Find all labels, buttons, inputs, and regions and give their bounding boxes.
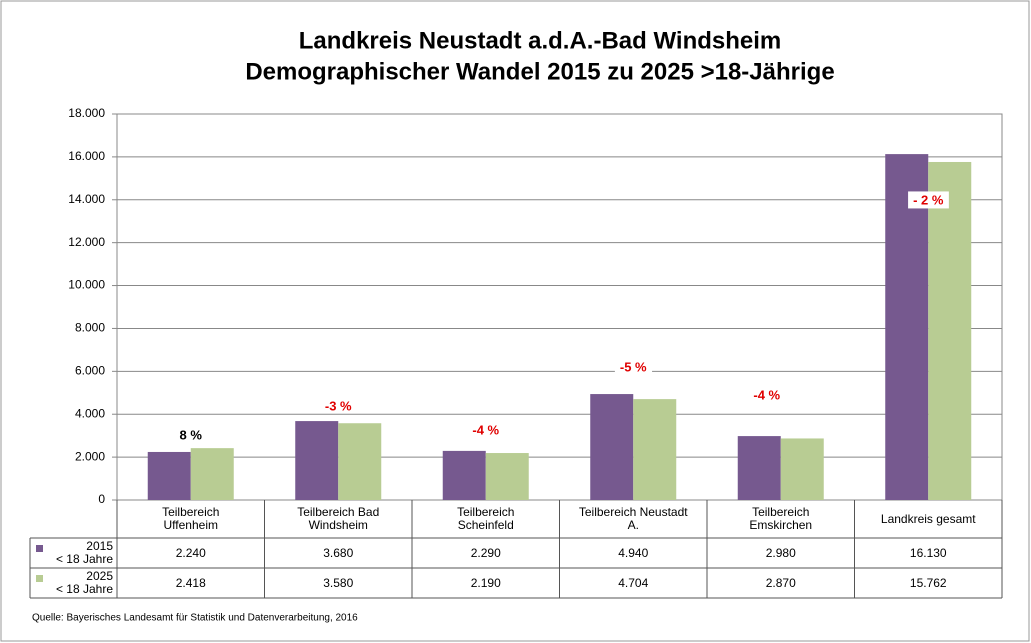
x-tick-label-box: Teilbereich Bad Windsheim — [297, 505, 380, 532]
annotation-bg — [908, 191, 949, 209]
table-value: 2.240 — [175, 545, 206, 560]
y-tick-label: 12.000 — [68, 235, 105, 249]
y-tick-label: 14.000 — [68, 192, 105, 206]
y-tick-label: 18.000 — [68, 106, 105, 120]
x-tick-label-box: Teilbereich Uffenheim — [162, 505, 220, 532]
annotation-bg — [614, 358, 653, 376]
bar — [885, 154, 929, 500]
table-value-box: 3.680 — [323, 545, 354, 560]
table-value: 4.940 — [618, 545, 649, 560]
table-value-box: 4.704 — [618, 575, 649, 590]
bar — [295, 421, 339, 500]
x-tick-label-box: Teilbereich Neustadt A. — [578, 505, 688, 532]
y-tick-label: 8.000 — [75, 321, 105, 335]
bar — [190, 448, 234, 500]
table-value-box: 2.980 — [765, 545, 796, 560]
y-tick-label: 0 — [98, 492, 105, 506]
y-tick-label: 2.000 — [75, 449, 105, 463]
table-value-box: 4.940 — [618, 545, 649, 560]
table-value: 4.704 — [618, 575, 649, 590]
annotation: -5 % — [620, 359, 647, 374]
table-value: 16.130 — [909, 545, 947, 560]
annotation: - 2 % — [913, 192, 944, 207]
table-value: 2.418 — [175, 575, 206, 590]
x-tick-label: Teilbereich Bad Windsheim — [297, 505, 380, 532]
x-tick-label: Teilbereich Uffenheim — [162, 505, 220, 532]
annotation: -4 % — [753, 387, 780, 402]
x-tick-label-box: Teilbereich Emskirchen — [749, 505, 813, 532]
table-value: 2.980 — [765, 545, 796, 560]
table-value: 2.190 — [470, 575, 501, 590]
table-value: 2.870 — [765, 575, 796, 590]
bar — [485, 453, 529, 500]
bar — [590, 394, 634, 500]
y-tick-label: 10.000 — [68, 278, 105, 292]
bar — [737, 436, 781, 500]
bar — [147, 451, 191, 500]
table-value-box: 2.190 — [470, 575, 501, 590]
legend-label: 2015 < 18 Jahre — [55, 539, 113, 566]
legend-label-box: 2025 < 18 Jahre — [55, 569, 113, 596]
x-tick-label: Teilbereich Scheinfeld — [457, 505, 515, 532]
table-value: 3.580 — [323, 575, 354, 590]
table-value: 2.290 — [470, 545, 501, 560]
table-value-box: 2.290 — [470, 545, 501, 560]
table-value-box: 15.762 — [909, 575, 947, 590]
chart-subtitle: Demographischer Wandel 2015 zu 2025 >18-… — [245, 58, 834, 85]
chart-title: Landkreis Neustadt a.d.A.-Bad Windsheim — [299, 27, 782, 54]
legend-label: 2025 < 18 Jahre — [55, 569, 113, 596]
y-tick-label: 6.000 — [75, 364, 105, 378]
x-tick-label: Landkreis gesamt — [880, 511, 976, 526]
table-value: 3.680 — [323, 545, 354, 560]
table-value-box: 2.240 — [175, 545, 206, 560]
bar — [928, 161, 972, 500]
legend-swatch — [36, 575, 43, 582]
y-tick-label: 4.000 — [75, 406, 105, 420]
x-tick-label: Teilbereich Emskirchen — [749, 505, 813, 532]
table-value-box: 2.418 — [175, 575, 206, 590]
legend-swatch — [36, 545, 43, 552]
x-tick-label: Teilbereich Neustadt A. — [578, 505, 688, 532]
annotation: 8 % — [180, 427, 203, 442]
x-tick-label-box: Teilbereich Scheinfeld — [457, 505, 515, 532]
y-tick-label: 16.000 — [68, 149, 105, 163]
table-value-box: 3.580 — [323, 575, 354, 590]
bar — [780, 438, 824, 500]
table-value: 15.762 — [909, 575, 947, 590]
legend-label-box: 2015 < 18 Jahre — [55, 539, 113, 566]
bar — [442, 450, 486, 500]
bar — [338, 423, 382, 500]
annotation: -3 % — [325, 398, 352, 413]
annotation: -4 % — [472, 422, 499, 437]
table-value-box: 16.130 — [909, 545, 947, 560]
x-tick-label-box: Landkreis gesamt — [880, 511, 976, 526]
source: Quelle: Bayerisches Landesamt für Statis… — [32, 613, 358, 624]
table-value-box: 2.870 — [765, 575, 796, 590]
bar — [633, 399, 677, 500]
